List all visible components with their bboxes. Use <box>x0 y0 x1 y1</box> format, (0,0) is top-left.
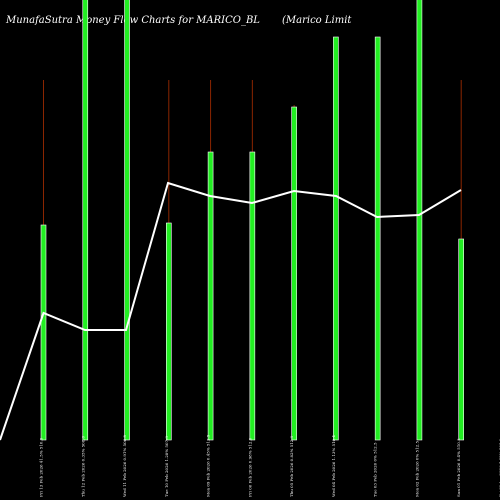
x-tick-label-0: Fri 13 Feb 2026 41.5% 510.5 <box>39 437 44 497</box>
x-tick-label-8: Tue 03 Feb 2026 0% 512.5 <box>373 442 378 497</box>
money-flow-line <box>0 181 462 441</box>
chart-title: MunafaSutra Money Flow Charts for MARICO… <box>5 15 260 26</box>
money-flow-bar-7 <box>333 36 339 441</box>
money-flow-bar-4 <box>207 151 214 441</box>
bar-layer <box>40 0 465 441</box>
wick-layer <box>43 80 462 239</box>
money-flow-bar-5 <box>249 151 256 441</box>
x-tick-label-2: Wed 11 Feb 2026 0.91% 506.8 <box>122 435 127 497</box>
x-tick-label-6: Thu 05 Feb 2026 0.82% 512.3 <box>289 435 294 497</box>
money-flow-bar-3 <box>166 222 172 441</box>
money-flow-bar-2 <box>124 0 130 441</box>
x-tick-label-4: Mon 09 Feb 2026 0.45% 512.5 <box>206 434 211 497</box>
x-tick-label-5: Fri 06 Feb 2026 0.98% 512.0 <box>247 437 252 497</box>
x-tick-label-1: Thu 12 Feb 2026 0.35% 508.6 <box>80 435 85 497</box>
money-flow-bar-6 <box>291 106 297 441</box>
money-flow-bar-10 <box>458 238 465 441</box>
x-tick-label-3: Tue 10 Feb 2026 1.28% 507.3 <box>164 436 169 497</box>
x-tick-label-7: Wed 04 Feb 2026 1.13% 510.4 <box>331 435 336 497</box>
x-tick-labels: Fri 13 Feb 2026 41.5% 510.5 Thu 12 Feb 20… <box>39 434 500 497</box>
money-flow-bar-0 <box>40 224 47 441</box>
chart-subtitle: (Marico Limit <box>282 15 352 26</box>
money-flow-bar-1 <box>82 0 89 441</box>
line-layer <box>0 181 462 441</box>
money-flow-bar-9 <box>416 0 423 441</box>
x-tick-label-10: Sun 01 Feb 2026 0.4% 510.5 <box>456 438 461 497</box>
x-tick-label-9: Mon 02 Feb 2026 0% 512.5 <box>414 441 419 497</box>
x-tick-label-11: Fri 30 Jan 2026 1.22% 505.0 <box>498 438 500 497</box>
money-flow-bar-8 <box>374 36 381 441</box>
